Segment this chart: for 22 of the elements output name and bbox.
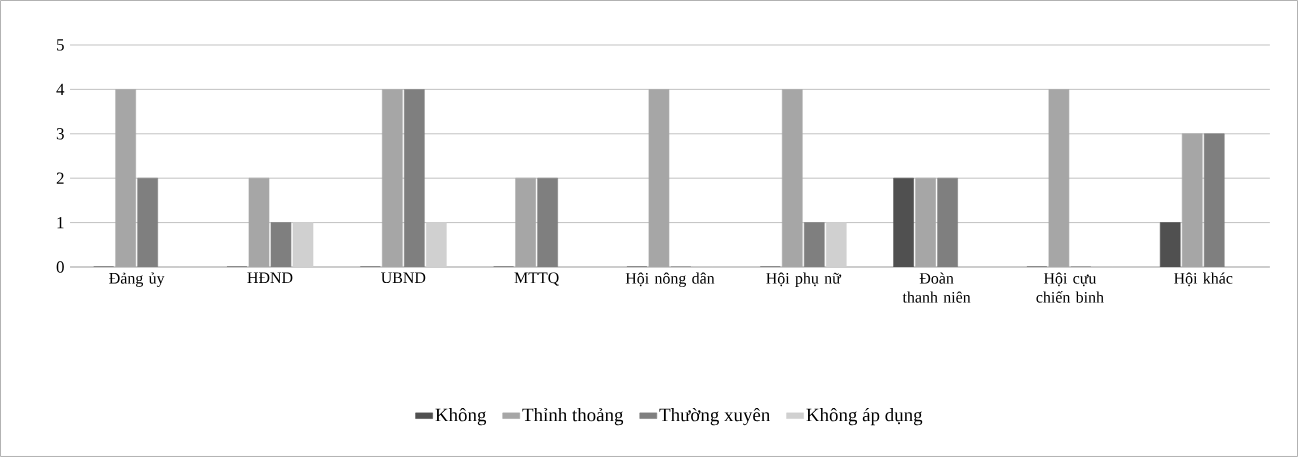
- x-tick-label: Hội cựu chiến binh: [1036, 272, 1104, 303]
- legend-label: Không: [435, 407, 487, 426]
- x-tick-label: Đoàn thanh niên: [902, 272, 971, 303]
- x-tick-label: Hội phụ nữ: [766, 272, 842, 287]
- bar: [825, 222, 847, 267]
- x-tick-label: HĐND: [247, 272, 293, 283]
- x-tick-label: Hội khác: [1174, 272, 1233, 287]
- y-tick-label: 0: [56, 261, 64, 273]
- x-tick-label: Hội nông dân: [625, 272, 715, 288]
- bar: [426, 222, 447, 267]
- y-tick-label: 2: [56, 172, 64, 184]
- legend-label: Thường xuyên: [659, 407, 770, 426]
- x-tick-label: UBND: [381, 272, 426, 284]
- x-tick-label: MTTQ: [514, 272, 559, 286]
- y-tick-label: 3: [56, 128, 64, 140]
- x-tick-label: Đảng ủy: [109, 272, 165, 287]
- y-tick-label: 5: [57, 39, 64, 51]
- legend-label: Thỉnh thoảng: [522, 407, 624, 426]
- bar: [292, 222, 314, 267]
- legend-label: Không áp dụng: [806, 407, 923, 426]
- y-tick-label: 1: [57, 216, 64, 229]
- y-tick-label: 4: [56, 83, 65, 95]
